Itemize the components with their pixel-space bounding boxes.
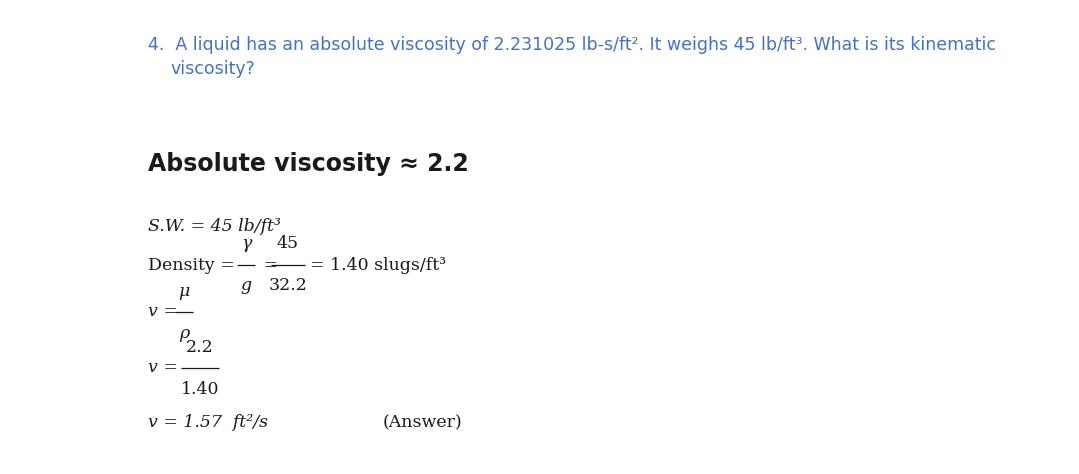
Text: S.W. = 45 lb/ft³: S.W. = 45 lb/ft³	[148, 218, 281, 235]
Text: v =: v =	[148, 359, 183, 376]
Text: = 1.40 slugs/ft³: = 1.40 slugs/ft³	[310, 256, 446, 273]
Text: ρ: ρ	[179, 325, 189, 341]
Text: (Answer): (Answer)	[383, 414, 463, 431]
Text: v =: v =	[148, 303, 183, 320]
Text: v = 1.57  ft²/s: v = 1.57 ft²/s	[148, 414, 268, 431]
Text: 32.2: 32.2	[269, 277, 308, 294]
Text: 2.2: 2.2	[186, 338, 214, 356]
Text: μ: μ	[178, 283, 190, 300]
Text: g: g	[241, 277, 251, 294]
Text: 45: 45	[277, 236, 299, 253]
Text: 4.  A liquid has an absolute viscosity of 2.231025 lb-s/ft². It weighs 45 lb/ft³: 4. A liquid has an absolute viscosity of…	[148, 36, 996, 54]
Text: Density =: Density =	[148, 256, 241, 273]
Text: Absolute viscosity ≈ 2.2: Absolute viscosity ≈ 2.2	[148, 152, 468, 176]
Text: =: =	[258, 256, 284, 273]
Text: viscosity?: viscosity?	[170, 60, 255, 78]
Text: 1.40: 1.40	[181, 381, 219, 398]
Text: γ: γ	[241, 236, 251, 253]
